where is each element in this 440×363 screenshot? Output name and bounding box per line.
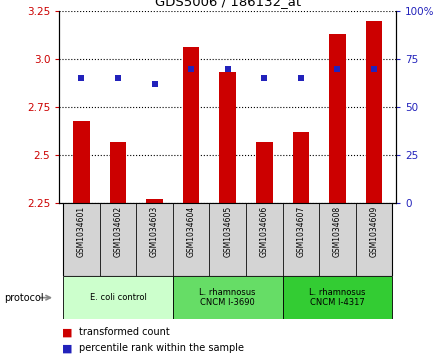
Text: GSM1034601: GSM1034601 — [77, 205, 86, 257]
Bar — [99, 203, 136, 276]
Bar — [329, 34, 346, 203]
Bar — [110, 142, 126, 203]
Text: GSM1034602: GSM1034602 — [114, 205, 122, 257]
Text: GSM1034607: GSM1034607 — [297, 205, 305, 257]
Bar — [209, 203, 246, 276]
Bar — [282, 276, 392, 319]
Bar — [282, 203, 319, 276]
Bar — [356, 203, 392, 276]
Text: GSM1034603: GSM1034603 — [150, 205, 159, 257]
Text: E. coli control: E. coli control — [89, 293, 147, 302]
Bar — [136, 203, 173, 276]
Text: GSM1034609: GSM1034609 — [370, 205, 378, 257]
Text: GSM1034606: GSM1034606 — [260, 205, 269, 257]
Text: ■: ■ — [62, 343, 72, 354]
Bar — [256, 142, 272, 203]
Bar — [63, 203, 99, 276]
Text: percentile rank within the sample: percentile rank within the sample — [79, 343, 244, 354]
Bar — [63, 276, 173, 319]
Text: GSM1034604: GSM1034604 — [187, 205, 196, 257]
Bar — [173, 203, 209, 276]
Bar — [246, 203, 282, 276]
Text: ■: ■ — [62, 327, 72, 337]
Text: L. rhamnosus
CNCM I-3690: L. rhamnosus CNCM I-3690 — [199, 288, 256, 307]
Bar — [220, 73, 236, 203]
Text: transformed count: transformed count — [79, 327, 170, 337]
Bar — [73, 121, 90, 203]
Text: GSM1034605: GSM1034605 — [223, 205, 232, 257]
Bar — [366, 20, 382, 203]
Bar — [293, 132, 309, 203]
Bar — [183, 48, 199, 203]
Text: GSM1034608: GSM1034608 — [333, 205, 342, 257]
Bar — [319, 203, 356, 276]
Text: protocol: protocol — [4, 293, 44, 303]
Bar — [173, 276, 282, 319]
Bar — [146, 199, 163, 203]
Title: GDS5006 / 186132_at: GDS5006 / 186132_at — [154, 0, 301, 8]
Text: L. rhamnosus
CNCM I-4317: L. rhamnosus CNCM I-4317 — [309, 288, 366, 307]
